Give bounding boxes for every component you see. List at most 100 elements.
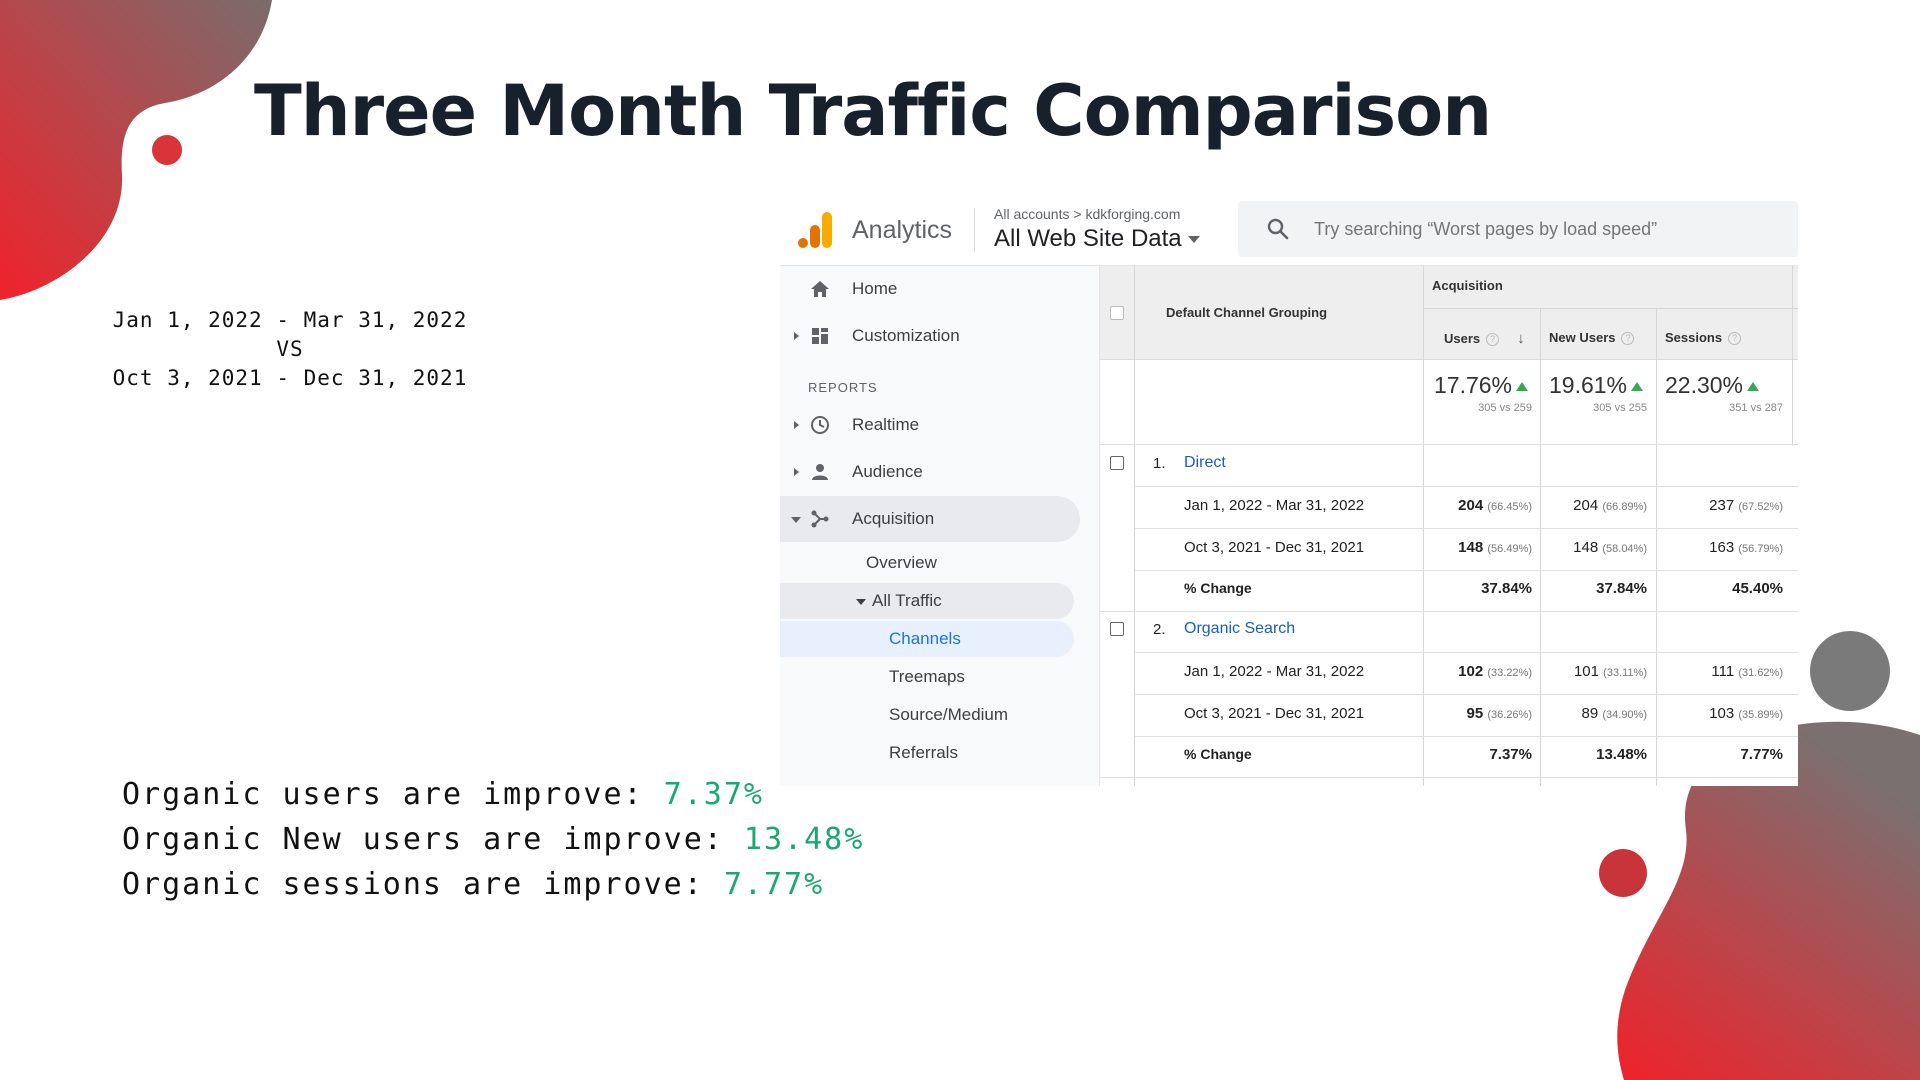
arrow-up-icon <box>1747 382 1760 392</box>
channel-link-organic-search[interactable]: Organic Search <box>1184 620 1296 637</box>
users-cell: 204 (66.45%) <box>1458 497 1532 514</box>
search-icon <box>1267 218 1289 240</box>
acquisition-group-header: Acquisition <box>1432 278 1503 293</box>
finding-value: 13.48% <box>743 822 865 857</box>
analytics-header: Analytics All accounts > kdkforging.com … <box>780 200 1798 266</box>
sort-desc-icon[interactable]: ↓ <box>1517 330 1525 347</box>
period-label: Oct 3, 2021 - Dec 31, 2021 <box>1184 705 1365 722</box>
new-users-cell: 148 (58.04%) <box>1573 539 1647 556</box>
channel-link-direct[interactable]: Direct <box>1184 454 1226 471</box>
row-checkbox[interactable] <box>1110 622 1124 636</box>
expand-arrow-icon <box>794 332 799 340</box>
new-users-column-header[interactable]: New Users? <box>1549 330 1635 346</box>
help-icon[interactable]: ? <box>1486 333 1500 347</box>
expand-arrow-icon <box>794 421 799 429</box>
search-placeholder: Try searching “Worst pages by load speed… <box>1314 219 1658 239</box>
caret-down-icon <box>856 599 866 605</box>
top-left-blob <box>0 0 272 300</box>
finding-value: 7.37% <box>663 777 764 812</box>
new-users-cell: 204 (66.89%) <box>1573 497 1647 514</box>
sidebar-item-channels[interactable]: Channels <box>780 621 1074 657</box>
sidebar-item-audience[interactable]: Audience <box>780 449 1080 495</box>
period-label: Jan 1, 2022 - Mar 31, 2022 <box>1184 663 1365 680</box>
col-divider <box>1792 266 1793 446</box>
users-cell: 148 (56.49%) <box>1458 539 1532 556</box>
collapse-arrow-icon <box>791 517 801 523</box>
row-index: 2. <box>1153 621 1166 638</box>
person-icon <box>812 464 828 480</box>
summary-users-pct: 17.76% <box>1434 372 1529 399</box>
sidebar-item-treemaps[interactable]: Treemaps <box>889 667 965 686</box>
row-divider <box>1100 444 1798 445</box>
users-cell: 102 (33.22%) <box>1458 663 1532 680</box>
select-all-checkbox[interactable] <box>1110 306 1124 320</box>
change-label: % Change <box>1184 580 1252 596</box>
finding-value: 7.77% <box>723 867 825 902</box>
help-icon[interactable]: ? <box>1621 332 1635 346</box>
summary-users-sub: 305 vs 259 <box>1478 402 1532 414</box>
users-column-header[interactable]: Users? ↓ <box>1444 330 1525 347</box>
col-divider <box>1540 308 1541 786</box>
clock-icon <box>811 416 829 434</box>
top-left-dot <box>152 135 182 165</box>
finding-users: Organic users are improve: 7.37% <box>122 777 764 812</box>
row-divider <box>1134 694 1798 695</box>
row-divider <box>1100 777 1798 778</box>
row-divider <box>1134 570 1798 571</box>
analytics-brand: Analytics <box>852 216 953 244</box>
sidebar-item-realtime[interactable]: Realtime <box>780 402 1080 448</box>
acquisition-icon <box>811 510 829 528</box>
sidebar-item-all-traffic[interactable]: All Traffic <box>780 583 1074 619</box>
sessions-cell: 163 (56.79%) <box>1709 539 1783 556</box>
dimension-header[interactable]: Default Channel Grouping <box>1166 305 1328 320</box>
sidebar-item-source-medium[interactable]: Source/Medium <box>889 705 1009 724</box>
reports-section-label: REPORTS <box>808 380 878 395</box>
finding-sessions: Organic sessions are improve: 7.77% <box>122 867 825 902</box>
sessions-cell: 111 (31.62%) <box>1711 663 1783 680</box>
arrow-up-icon <box>1631 382 1644 392</box>
sessions-cell: 103 (35.89%) <box>1709 705 1783 722</box>
period-label: Jan 1, 2022 - Mar 31, 2022 <box>1184 497 1365 514</box>
finding-new-users: Organic New users are improve: 13.48% <box>122 822 865 857</box>
slide-title: Three Month Traffic Comparison <box>254 70 1492 152</box>
row-checkbox[interactable] <box>1110 456 1124 470</box>
analytics-screenshot: Analytics All accounts > kdkforging.com … <box>780 200 1798 786</box>
sidebar-nav: Home Customization REPORTS Realtime Audi… <box>780 266 1100 786</box>
sessions-column-header[interactable]: Sessions? <box>1665 330 1742 346</box>
bottom-right-red-dot <box>1599 849 1647 897</box>
sidebar-item-customization[interactable]: Customization <box>780 313 1080 359</box>
sessions-change: 7.77% <box>1740 746 1783 763</box>
home-icon <box>811 281 829 297</box>
row-divider <box>1100 611 1798 612</box>
row-divider <box>1134 528 1798 529</box>
period-label: Oct 3, 2021 - Dec 31, 2021 <box>1184 539 1365 556</box>
new-users-change: 37.84% <box>1596 580 1647 597</box>
change-label: % Change <box>1184 746 1252 762</box>
new-users-cell: 101 (33.11%) <box>1573 663 1647 680</box>
summary-new-users-sub: 305 vs 255 <box>1593 402 1647 414</box>
analytics-logo-icon <box>798 212 832 248</box>
expand-arrow-icon <box>794 468 799 476</box>
users-change: 37.84% <box>1481 580 1532 597</box>
caret-down-icon <box>1187 236 1200 244</box>
col-divider <box>1134 266 1135 786</box>
new-users-change: 13.48% <box>1596 746 1647 763</box>
view-selector[interactable]: All Web Site Data <box>994 225 1200 253</box>
help-icon[interactable]: ? <box>1728 332 1742 346</box>
header-divider <box>974 208 975 252</box>
sidebar-item-referrals[interactable]: Referrals <box>889 743 958 762</box>
search-bar[interactable]: Try searching “Worst pages by load speed… <box>1238 201 1798 257</box>
row-index: 1. <box>1153 455 1166 472</box>
summary-new-users-pct: 19.61% <box>1549 372 1644 399</box>
sidebar-item-home[interactable]: Home <box>780 266 1080 312</box>
date-comparison: Jan 1, 2022 - Mar 31, 2022 VS Oct 3, 202… <box>110 306 470 393</box>
current-date-range: Jan 1, 2022 - Mar 31, 2022 <box>112 308 468 332</box>
summary-sessions-pct: 22.30% <box>1665 372 1760 399</box>
row-divider <box>1134 486 1798 487</box>
previous-date-range: Oct 3, 2021 - Dec 31, 2021 <box>112 366 468 390</box>
sessions-cell: 237 (67.52%) <box>1709 497 1783 514</box>
new-users-cell: 89 (34.90%) <box>1581 705 1648 722</box>
sidebar-item-overview[interactable]: Overview <box>866 553 937 572</box>
sidebar-item-acquisition[interactable]: Acquisition <box>780 496 1080 542</box>
account-breadcrumb[interactable]: All accounts > kdkforging.com <box>994 206 1181 222</box>
